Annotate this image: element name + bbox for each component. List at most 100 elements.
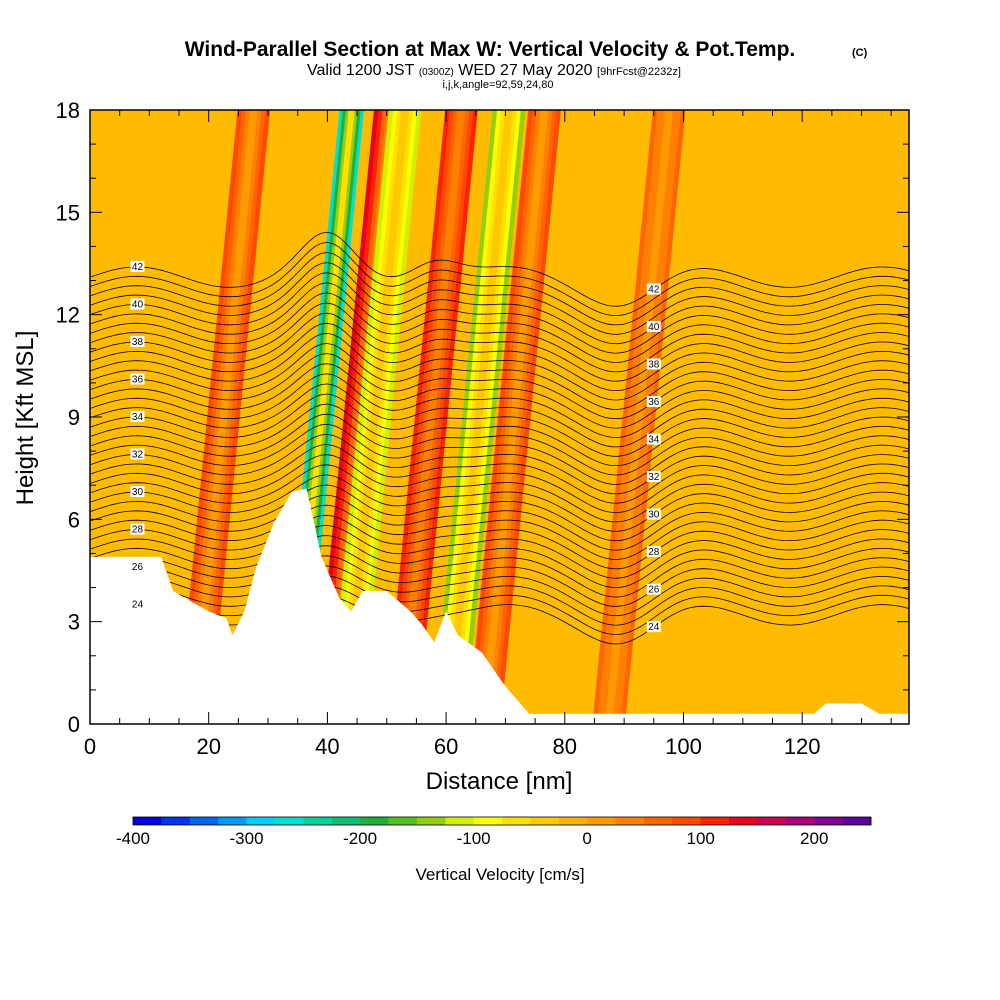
svg-text:30: 30 [648, 510, 660, 521]
isentrope-line [90, 252, 909, 326]
colorbar-tick-label: 200 [800, 829, 828, 848]
isentrope-line [90, 454, 909, 513]
isentrope-line [90, 484, 909, 542]
x-tick-label: 20 [196, 734, 220, 759]
colorbar: -400 -300 -200 -100 0 100 200 [116, 816, 872, 848]
svg-text:26: 26 [648, 585, 660, 596]
contour-label: 30 [130, 486, 145, 498]
isentrope-line [90, 322, 909, 392]
isentrope-line [90, 302, 909, 373]
colorbar-swatch [530, 817, 560, 825]
contour-label: 28 [646, 546, 661, 558]
svg-text:28: 28 [648, 547, 660, 558]
isentrope-line [90, 393, 909, 457]
colorbar-swatch [331, 817, 361, 825]
svg-text:40: 40 [648, 322, 660, 333]
colorbar-tick-label: -100 [457, 829, 491, 848]
terrain-mask [90, 488, 909, 724]
svg-text:30: 30 [132, 487, 144, 498]
x-tick-label: 100 [665, 734, 702, 759]
colorbar-tick-label: -400 [116, 829, 150, 848]
svg-text:32: 32 [648, 472, 660, 483]
contour-label: 40 [646, 320, 661, 333]
isentrope-line [90, 312, 909, 382]
svg-text:38: 38 [648, 360, 660, 371]
colorbar-swatch [842, 817, 872, 825]
colorbar-tick-label: -200 [343, 829, 377, 848]
x-tick-label: 60 [434, 734, 458, 759]
isentrope-line [90, 363, 909, 429]
isentrope-line [90, 504, 909, 560]
colorbar-swatch [161, 817, 191, 825]
colorbar-swatch [360, 817, 389, 825]
isentrope-line [90, 494, 909, 551]
colorbar-swatch [643, 817, 673, 825]
isentrope-line [90, 444, 909, 504]
contour-label: 42 [130, 260, 145, 273]
colorbar-swatch [615, 817, 645, 825]
colorbar-swatch [502, 817, 531, 825]
subtitle-valid: Valid 1200 JST [307, 62, 415, 79]
velocity-band [340, 110, 409, 724]
svg-text:42: 42 [132, 262, 144, 273]
subtitle-date: WED 27 May 2020 [458, 62, 592, 79]
svg-text:38: 38 [132, 337, 144, 348]
colorbar-frame [132, 816, 872, 826]
x-axis-label: Distance [nm] [426, 768, 573, 795]
isentrope-line [90, 332, 909, 401]
subtitle-params: i,j,k,angle=92,59,24,80 [442, 79, 553, 91]
colorbar-swatch [445, 817, 475, 825]
isentrope-line [90, 525, 909, 579]
contour-label: 36 [646, 396, 661, 408]
contour-label: 36 [130, 373, 145, 385]
subtitle-utc: (0300Z) [419, 67, 454, 78]
contour-label: 32 [130, 448, 145, 461]
isentrope-line [90, 555, 909, 607]
x-tick-label: 80 [553, 734, 577, 759]
colorbar-swatch [672, 817, 702, 825]
colorbar-swatch [133, 817, 162, 825]
x-tick-label: 0 [84, 734, 96, 759]
y-tick-label: 0 [68, 712, 80, 737]
svg-text:32: 32 [132, 450, 144, 461]
isentrope-line [90, 514, 909, 570]
svg-text:34: 34 [132, 412, 144, 423]
isentrope-line [90, 282, 909, 354]
y-axis-label: Height [Kft MSL] [12, 331, 39, 506]
contour-label: 38 [130, 335, 145, 348]
svg-text:36: 36 [132, 374, 144, 385]
isentrope-line [90, 343, 909, 410]
contour-label: 24 [130, 598, 145, 611]
contour-label: 26 [130, 561, 145, 573]
potential-temperature-contours [90, 231, 909, 645]
isentrope-line [90, 575, 909, 626]
y-tick-label: 9 [68, 405, 80, 430]
subtitle-line: Valid 1200 JST (0300Z) WED 27 May 2020 [… [307, 62, 681, 79]
y-tick-label: 6 [68, 507, 80, 532]
colorbar-swatch [303, 817, 333, 825]
contour-label: 34 [646, 433, 661, 446]
subtitle-fcst: [9hrFcst@2232z] [597, 66, 681, 78]
vertical-velocity-field [176, 110, 686, 724]
velocity-band [189, 110, 258, 724]
isentrope-line [90, 434, 909, 495]
svg-text:42: 42 [648, 284, 660, 295]
velocity-band [397, 110, 466, 724]
colorbar-swatch [218, 817, 247, 825]
isentrope-line [90, 353, 909, 420]
contour-label: 32 [646, 471, 661, 483]
isentrope-line [90, 545, 909, 598]
contour-label: 42 [646, 283, 661, 295]
title-mark: (C) [852, 47, 868, 59]
svg-text:40: 40 [132, 299, 144, 310]
colorbar-swatch [473, 817, 503, 825]
svg-text:36: 36 [648, 397, 660, 408]
svg-text:28: 28 [132, 525, 144, 536]
isentrope-line [90, 464, 909, 523]
chart-title: Wind-Parallel Section at Max W: Vertical… [185, 38, 796, 61]
isentrope-line [90, 262, 909, 335]
colorbar-tick-label: 0 [582, 829, 591, 848]
isentrope-line [90, 373, 909, 438]
